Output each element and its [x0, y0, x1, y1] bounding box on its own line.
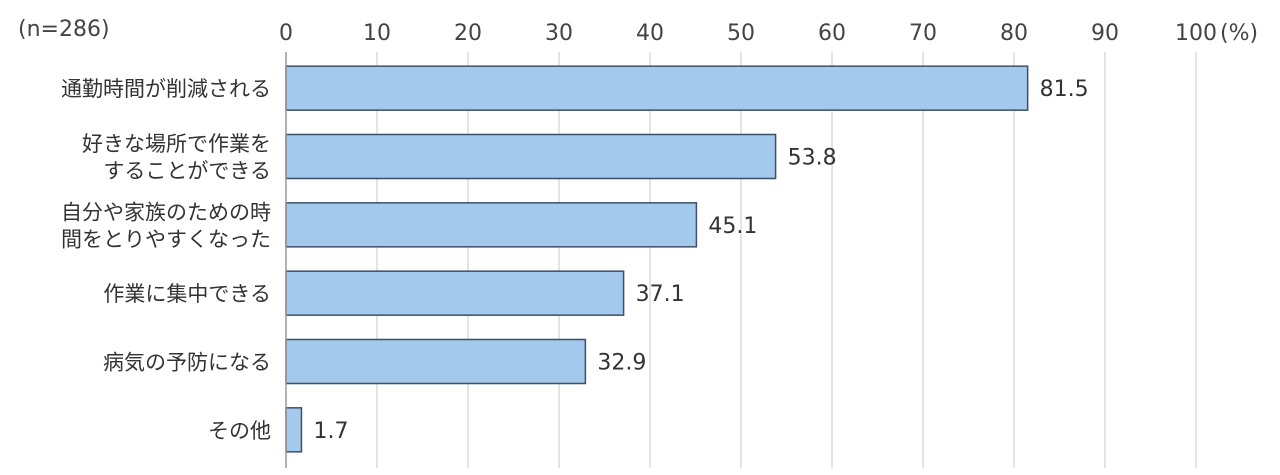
bar — [285, 65, 1029, 111]
x-axis-tick-labels: 0 10 20 30 40 50 60 70 80 90 100 — [279, 21, 1217, 46]
bar — [285, 270, 625, 316]
x-tick-label: 100 — [1175, 21, 1217, 46]
bars — [285, 65, 1029, 453]
category-label: 好きな場所で作業を — [82, 132, 271, 156]
bar-value-label: 32.9 — [597, 351, 646, 376]
x-tick-label: 20 — [454, 21, 482, 46]
category-label: その他 — [208, 419, 271, 443]
x-tick-label: 70 — [909, 21, 937, 46]
x-tick-label: 10 — [363, 21, 391, 46]
category-label: 通勤時間が削減される — [61, 77, 271, 101]
category-labels: 通勤時間が削減される好きな場所で作業をすることができる自分や家族のための時間をと… — [61, 77, 271, 443]
category-label: 間をとりやすくなった — [61, 227, 271, 251]
x-tick-label: 50 — [727, 21, 755, 46]
category-label: 作業に集中できる — [103, 282, 271, 306]
x-tick-label: 90 — [1091, 21, 1119, 46]
bar-value-label: 45.1 — [708, 214, 757, 239]
bar-value-label: 53.8 — [788, 146, 837, 171]
x-tick-label: 80 — [1000, 21, 1028, 46]
category-label: 自分や家族のための時 — [61, 200, 271, 224]
x-tick-label: 40 — [636, 21, 664, 46]
bar-value-label: 37.1 — [636, 282, 685, 307]
x-tick-label: 0 — [279, 21, 293, 46]
axis-unit-label: (%) — [1220, 21, 1258, 46]
category-label: 病気の予防になる — [103, 351, 271, 375]
bar — [285, 202, 698, 248]
bar — [285, 133, 777, 180]
bar-value-label: 81.5 — [1040, 77, 1089, 102]
grid-lines — [285, 52, 1197, 468]
x-tick-label: 30 — [545, 21, 573, 46]
category-label: することができる — [103, 159, 271, 183]
bar — [285, 407, 303, 453]
bar — [285, 338, 587, 385]
x-tick-label: 60 — [818, 21, 846, 46]
bar-value-label: 1.7 — [313, 419, 348, 444]
sample-size-note: (n=286) — [18, 17, 110, 42]
value-labels: 81.5 53.8 45.1 37.1 32.9 1.7 — [313, 77, 1088, 444]
